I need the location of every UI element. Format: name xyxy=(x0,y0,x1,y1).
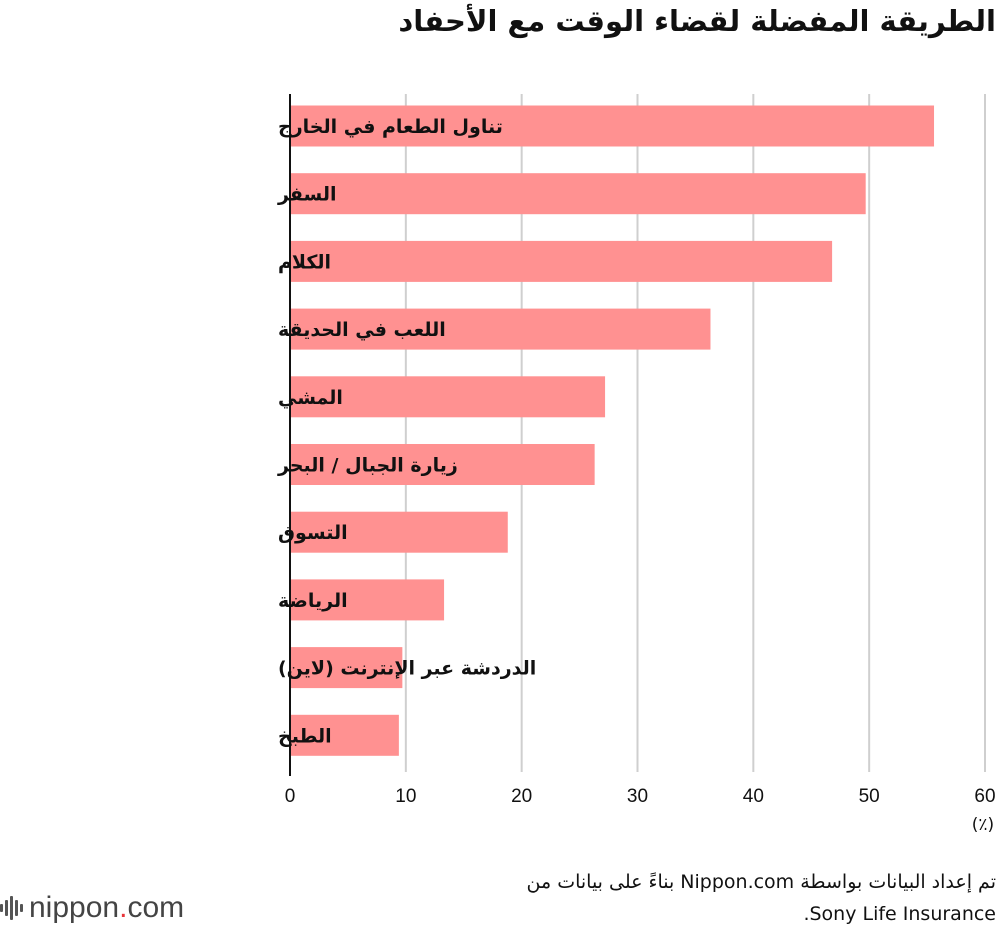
logo-mark-icon xyxy=(0,895,23,921)
logo-wordmark: nippon.com xyxy=(29,891,185,924)
category-label: المشي xyxy=(278,387,343,409)
bars xyxy=(290,105,935,756)
bar xyxy=(290,444,595,485)
x-tick-label: 20 xyxy=(511,786,532,807)
category-label: تناول الطعام في الخارج xyxy=(278,116,503,138)
category-labels: تناول الطعام في الخارج السفر الكلام اللعب ف… xyxy=(277,116,536,747)
category-label: الطبخ xyxy=(278,725,332,747)
category-label: زيارة الجبال / البحر xyxy=(277,455,458,477)
x-tick-label: 0 xyxy=(285,786,296,807)
category-label: السفر xyxy=(277,184,336,206)
source-note: تم إعداد البيانات بواسطة Nippon.com بناء… xyxy=(356,866,996,930)
x-tick-label: 40 xyxy=(743,786,764,807)
bar xyxy=(290,173,866,215)
category-label: الكلام xyxy=(278,251,331,273)
bar-chart: تناول الطعام في الخارج السفر الكلام اللعب ف… xyxy=(277,94,996,835)
x-tick-label: 60 xyxy=(974,786,995,807)
category-label: اللعب في الحديقة xyxy=(278,319,446,341)
axes: 0 10 20 30 40 50 60 xyxy=(285,94,996,807)
chart-title: الطريقة المفضلة لقضاء الوقت مع الأحفاد xyxy=(398,4,996,38)
bar xyxy=(290,647,403,689)
source-line-1: تم إعداد البيانات بواسطة Nippon.com بناء… xyxy=(526,871,996,893)
bar xyxy=(290,376,606,418)
category-label: الدردشة عبر الإنترنت (لاين) xyxy=(278,658,536,680)
category-label: التسوق xyxy=(278,522,348,544)
x-axis-unit-label: (٪) xyxy=(972,815,994,835)
bar xyxy=(290,579,445,621)
bar xyxy=(290,240,833,282)
bar xyxy=(290,105,935,147)
nippon-logo: nippon.com xyxy=(0,888,184,928)
x-tick-label: 30 xyxy=(627,786,648,807)
source-line-2: Sony Life Insurance. xyxy=(803,903,996,925)
x-tick-label: 10 xyxy=(395,786,416,807)
bar xyxy=(290,714,399,756)
category-label: الرياضة xyxy=(278,590,348,612)
bar xyxy=(290,308,711,350)
x-tick-label: 50 xyxy=(859,786,880,807)
bar xyxy=(290,511,508,553)
